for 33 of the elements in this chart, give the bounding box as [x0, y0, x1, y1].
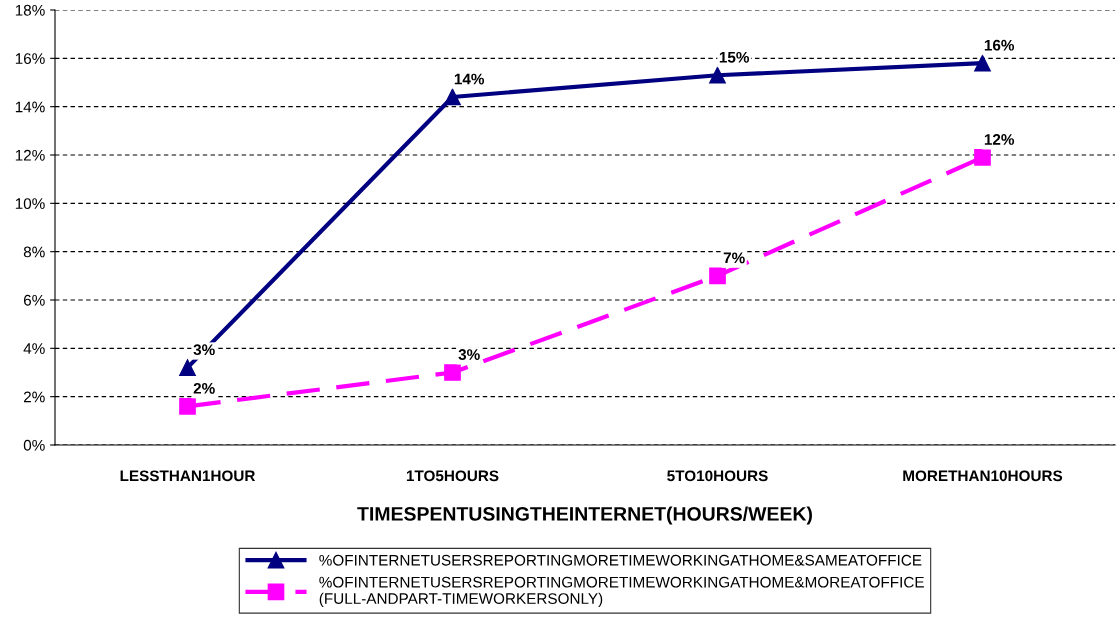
point — [444, 88, 461, 106]
data-label: 14% — [454, 73, 485, 85]
data-label: 7% — [723, 252, 745, 264]
y-tick-label: 14% — [15, 101, 45, 113]
y-tick-label: 8% — [23, 246, 45, 258]
y-tick-label: 10% — [15, 198, 45, 210]
legend-label: %OFINTERNETUSERSREPORTINGMORETIMEWORKINGATHOME&SAMEATOFFICE — [319, 554, 922, 566]
point — [974, 54, 991, 72]
legend-label: %OFINTERNETUSERSREPORTINGMORETIMEWORKINGATHOME&MOREATOFFICE (FULL-ANDPART-TIMEWORKERSONLY) — [319, 576, 924, 608]
point — [709, 267, 726, 285]
data-label: 15% — [719, 51, 750, 63]
point — [179, 359, 196, 377]
point — [444, 364, 461, 381]
data-label: 3% — [193, 344, 215, 356]
point — [709, 66, 726, 84]
y-tick-label: 12% — [15, 149, 45, 161]
y-tick-label: 16% — [15, 53, 45, 65]
data-label: 16% — [984, 39, 1015, 51]
x-tick-label: MORETHAN10HOURS — [903, 470, 1063, 482]
x-tick-label: 1TO5HOURS — [406, 470, 499, 482]
data-label: 2% — [193, 382, 215, 394]
y-tick-label: 4% — [23, 343, 45, 354]
data-label: 3% — [458, 349, 480, 360]
data-label: 12% — [984, 134, 1015, 145]
x-tick-label: 5TO10HOURS — [667, 470, 768, 482]
x-axis-title: TIMESPENTUSINGTHEINTERNET(HOURS/WEEK) — [357, 506, 812, 525]
y-tick-label: 2% — [23, 391, 45, 403]
y-tick-label: 6% — [23, 294, 45, 306]
point — [179, 397, 196, 415]
y-tick-label: 18% — [15, 4, 45, 16]
x-tick-label: LESSTHAN1HOUR — [120, 470, 256, 482]
point — [974, 149, 991, 166]
y-tick-label: 0% — [23, 439, 45, 451]
